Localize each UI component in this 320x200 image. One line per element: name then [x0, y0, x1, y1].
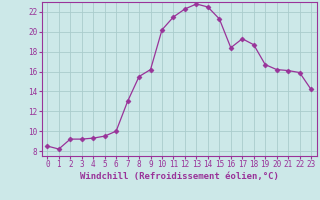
- X-axis label: Windchill (Refroidissement éolien,°C): Windchill (Refroidissement éolien,°C): [80, 172, 279, 181]
